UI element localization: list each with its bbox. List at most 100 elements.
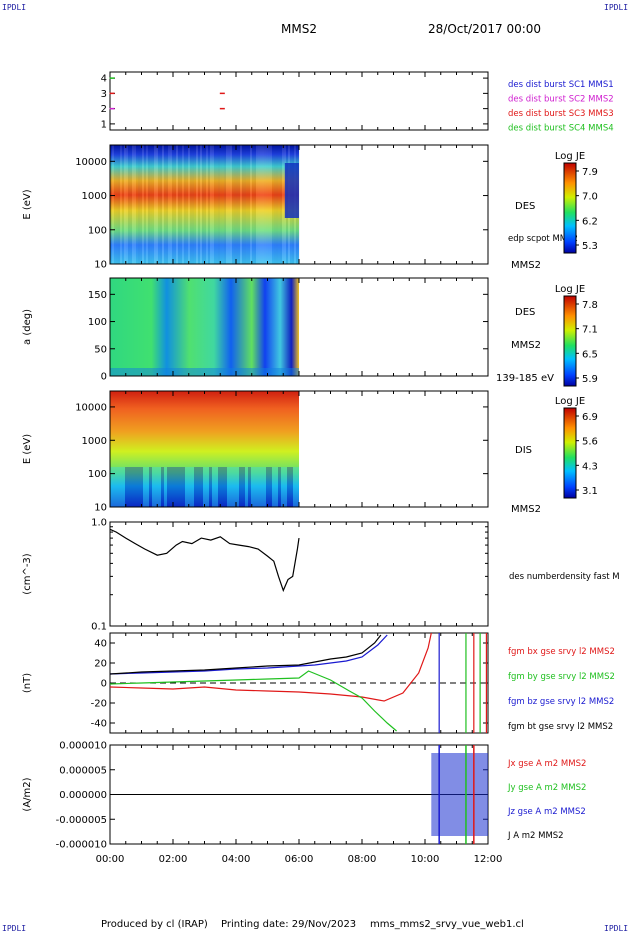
y-tick-label-1: 50 xyxy=(94,344,107,355)
y-tick-label-1: -0.000005 xyxy=(56,815,107,826)
spectrogram-stripe xyxy=(112,145,114,264)
panel-frame-0 xyxy=(109,71,489,131)
spectrogram-stripe xyxy=(182,145,184,264)
des-pitch-colorbar xyxy=(563,295,577,387)
des-energy-colorbar-tick-label: 6.2 xyxy=(582,216,598,227)
spectrogram-stripe xyxy=(266,145,268,264)
y-tick-label-1: 1.0 xyxy=(91,518,107,529)
spectrogram-stripe xyxy=(248,145,250,264)
spectrogram-stripe xyxy=(233,467,236,507)
des-energy-colorbar xyxy=(563,162,577,254)
y-tick-label-0: 10 xyxy=(94,260,107,271)
spectrogram-stripe xyxy=(186,145,188,264)
spectrogram-stripe xyxy=(210,145,212,264)
spectrogram-stripe xyxy=(158,467,161,507)
x-tick-label-5: 10:00 xyxy=(411,854,440,865)
corner-label-top-right: IPDLI xyxy=(604,3,629,12)
spectrogram-stripe xyxy=(270,145,272,264)
spectrogram-stripe xyxy=(276,145,278,264)
y-tick-label-3: 0.000005 xyxy=(59,765,107,776)
des-energy-ylabel: E (eV) xyxy=(22,189,33,219)
y-tick-label-1: 100 xyxy=(88,469,107,480)
des-energy-spacecraft: MMS2 xyxy=(511,260,541,271)
spectrogram-stripe xyxy=(144,145,146,264)
spectrogram-stripe xyxy=(264,145,266,264)
spectrogram-stripe xyxy=(114,145,116,264)
spectrogram-stripe xyxy=(154,145,156,264)
spectrogram-stripe xyxy=(179,467,182,507)
current-density-legend-3: Jz gse A m2 MMS2 xyxy=(507,807,586,817)
spectrogram-stripe xyxy=(162,145,164,264)
des-energy-colorbar-tick-label: 7.9 xyxy=(582,167,598,178)
spectrogram-stripe xyxy=(282,145,284,264)
spectrogram-stripe xyxy=(188,467,191,507)
spectrogram-stripe xyxy=(221,467,224,507)
spectrogram-stripe xyxy=(202,145,204,264)
spectrogram-stripe xyxy=(272,467,275,507)
x-tick-label-1: 02:00 xyxy=(159,854,188,865)
spectrogram-stripe xyxy=(226,145,228,264)
x-tick-label-6: 12:00 xyxy=(474,854,503,865)
y-tick-label-3: 20 xyxy=(94,659,107,670)
y-tick-label-3: 4 xyxy=(101,74,107,85)
spectrogram-stripe xyxy=(152,145,154,264)
spectrogram-stripe xyxy=(234,145,236,264)
spectrogram-stripe xyxy=(263,467,266,507)
current-density-ylabel: (A/m2) xyxy=(22,777,33,811)
spectrogram-stripe xyxy=(290,467,293,507)
spectrogram-stripe xyxy=(125,467,128,507)
spectrogram-stripe xyxy=(120,145,122,264)
y-tick-label-1: 2 xyxy=(101,104,107,115)
spectrogram-stripe xyxy=(246,145,248,264)
spectrogram-stripe xyxy=(245,467,248,507)
spectrogram-stripe xyxy=(160,145,162,264)
spectrogram-stripe xyxy=(138,145,140,264)
spectrogram-stripe xyxy=(230,145,232,264)
spectrogram-stripe xyxy=(161,467,164,507)
des-pitch-colorbar-tick-label: 7.1 xyxy=(582,325,598,336)
spectrogram-stripe xyxy=(182,467,185,507)
spectrogram-stripe xyxy=(196,145,198,264)
des-energy-colorbar-tick-label: 5.3 xyxy=(582,241,598,252)
y-tick-label-2: 3 xyxy=(101,89,107,100)
mission-title: MMS2 xyxy=(281,22,317,36)
spectrogram-stripe xyxy=(122,145,124,264)
y-tick-label-0: 10 xyxy=(94,503,107,514)
y-tick-label-3: 150 xyxy=(88,290,107,301)
spectrogram-stripe xyxy=(266,467,269,507)
spectrogram-stripe xyxy=(284,467,287,507)
spectrogram-stripe xyxy=(251,467,254,507)
spectrogram-stripe xyxy=(262,145,264,264)
spectrogram-stripe xyxy=(209,467,212,507)
spectrogram-stripe xyxy=(142,145,144,264)
magnetic-field-series-line xyxy=(109,670,397,732)
current-density-burst-region xyxy=(431,753,488,836)
spectrogram-stripe xyxy=(185,467,188,507)
burst-legend-3: des dist burst SC3 MMS3 xyxy=(508,109,614,119)
spectrogram-stripe xyxy=(149,467,152,507)
spectrogram-stripe xyxy=(239,467,242,507)
spectrogram-stripe xyxy=(116,145,118,264)
spectrogram-stripe xyxy=(260,467,263,507)
magnetic-field-legend-1: fgm bx gse srvy l2 MMS2 xyxy=(508,647,615,657)
dis-energy-colorbar-tick-label: 4.3 xyxy=(582,461,598,472)
spectrogram-stripe xyxy=(216,145,218,264)
dis-energy-colorbar-tick-label: 6.9 xyxy=(582,412,598,423)
spectrogram-stripe xyxy=(137,467,140,507)
des-energy-note: edp scpot MMS2 xyxy=(508,234,578,244)
spectrogram-stripe xyxy=(197,467,200,507)
spectrogram-stripe xyxy=(176,145,178,264)
spectrogram-stripe xyxy=(296,467,299,507)
des-energy-dropout xyxy=(284,163,299,218)
spectrogram-stripe xyxy=(192,145,194,264)
spectrogram-stripe xyxy=(178,145,180,264)
spectrogram-stripe xyxy=(146,467,149,507)
spectrogram-stripe xyxy=(158,145,160,264)
spectrogram-stripe xyxy=(203,467,206,507)
spectrogram-stripe xyxy=(212,467,215,507)
des-energy-colorbar-tick-label: 7.0 xyxy=(582,192,598,203)
spectrogram-stripe xyxy=(227,467,230,507)
spectrogram-stripe xyxy=(214,145,216,264)
spectrogram-stripe xyxy=(287,467,290,507)
spectrogram-stripe xyxy=(130,145,132,264)
